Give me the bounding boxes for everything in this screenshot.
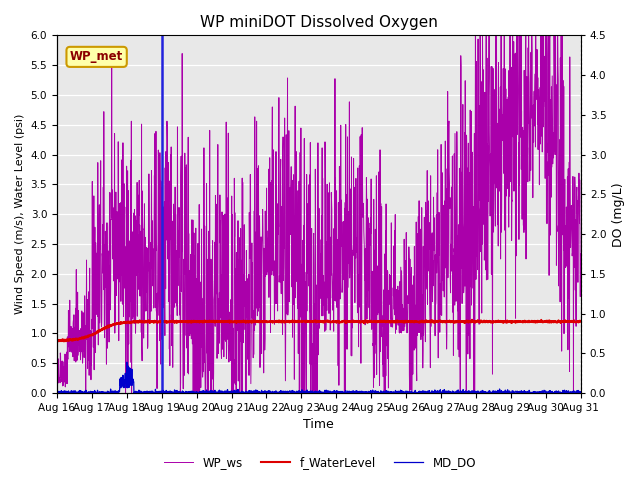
Text: WP_met: WP_met — [70, 50, 124, 63]
X-axis label: Time: Time — [303, 419, 334, 432]
MD_DO — [466, 390, 474, 396]
MD_DO — [53, 389, 61, 395]
Line: WP_ws: WP_ws — [57, 36, 580, 393]
MD_DO — [80, 389, 88, 395]
MD_DO — [563, 390, 570, 396]
Line: f_WaterLevel: f_WaterLevel — [57, 320, 580, 341]
WP_ws — [577, 286, 584, 291]
f_WaterLevel — [466, 319, 474, 325]
f_WaterLevel — [294, 318, 302, 324]
Y-axis label: Wind Speed (m/s), Water Level (psi): Wind Speed (m/s), Water Level (psi) — [15, 114, 25, 314]
WP_ws — [122, 390, 129, 396]
WP_ws — [80, 348, 88, 354]
f_WaterLevel — [562, 319, 570, 325]
f_WaterLevel — [577, 319, 584, 324]
WP_ws — [466, 215, 474, 220]
Line: MD_DO: MD_DO — [57, 362, 580, 393]
MD_DO — [562, 389, 570, 395]
f_WaterLevel — [468, 317, 476, 323]
WP_ws — [53, 375, 61, 381]
f_WaterLevel — [563, 318, 570, 324]
f_WaterLevel — [60, 338, 68, 344]
MD_DO — [294, 390, 302, 396]
Legend: WP_ws, f_WaterLevel, MD_DO: WP_ws, f_WaterLevel, MD_DO — [159, 452, 481, 474]
f_WaterLevel — [53, 337, 61, 343]
MD_DO — [577, 389, 584, 395]
f_WaterLevel — [80, 336, 88, 341]
MD_DO — [308, 388, 316, 394]
WP_ws — [294, 188, 302, 193]
Y-axis label: DO (mg/L): DO (mg/L) — [612, 182, 625, 247]
WP_ws — [563, 262, 570, 267]
f_WaterLevel — [308, 319, 316, 325]
Title: WP miniDOT Dissolved Oxygen: WP miniDOT Dissolved Oxygen — [200, 15, 438, 30]
MD_DO — [123, 360, 131, 365]
WP_ws — [472, 33, 479, 38]
WP_ws — [562, 225, 570, 231]
WP_ws — [308, 359, 316, 365]
MD_DO — [183, 390, 191, 396]
